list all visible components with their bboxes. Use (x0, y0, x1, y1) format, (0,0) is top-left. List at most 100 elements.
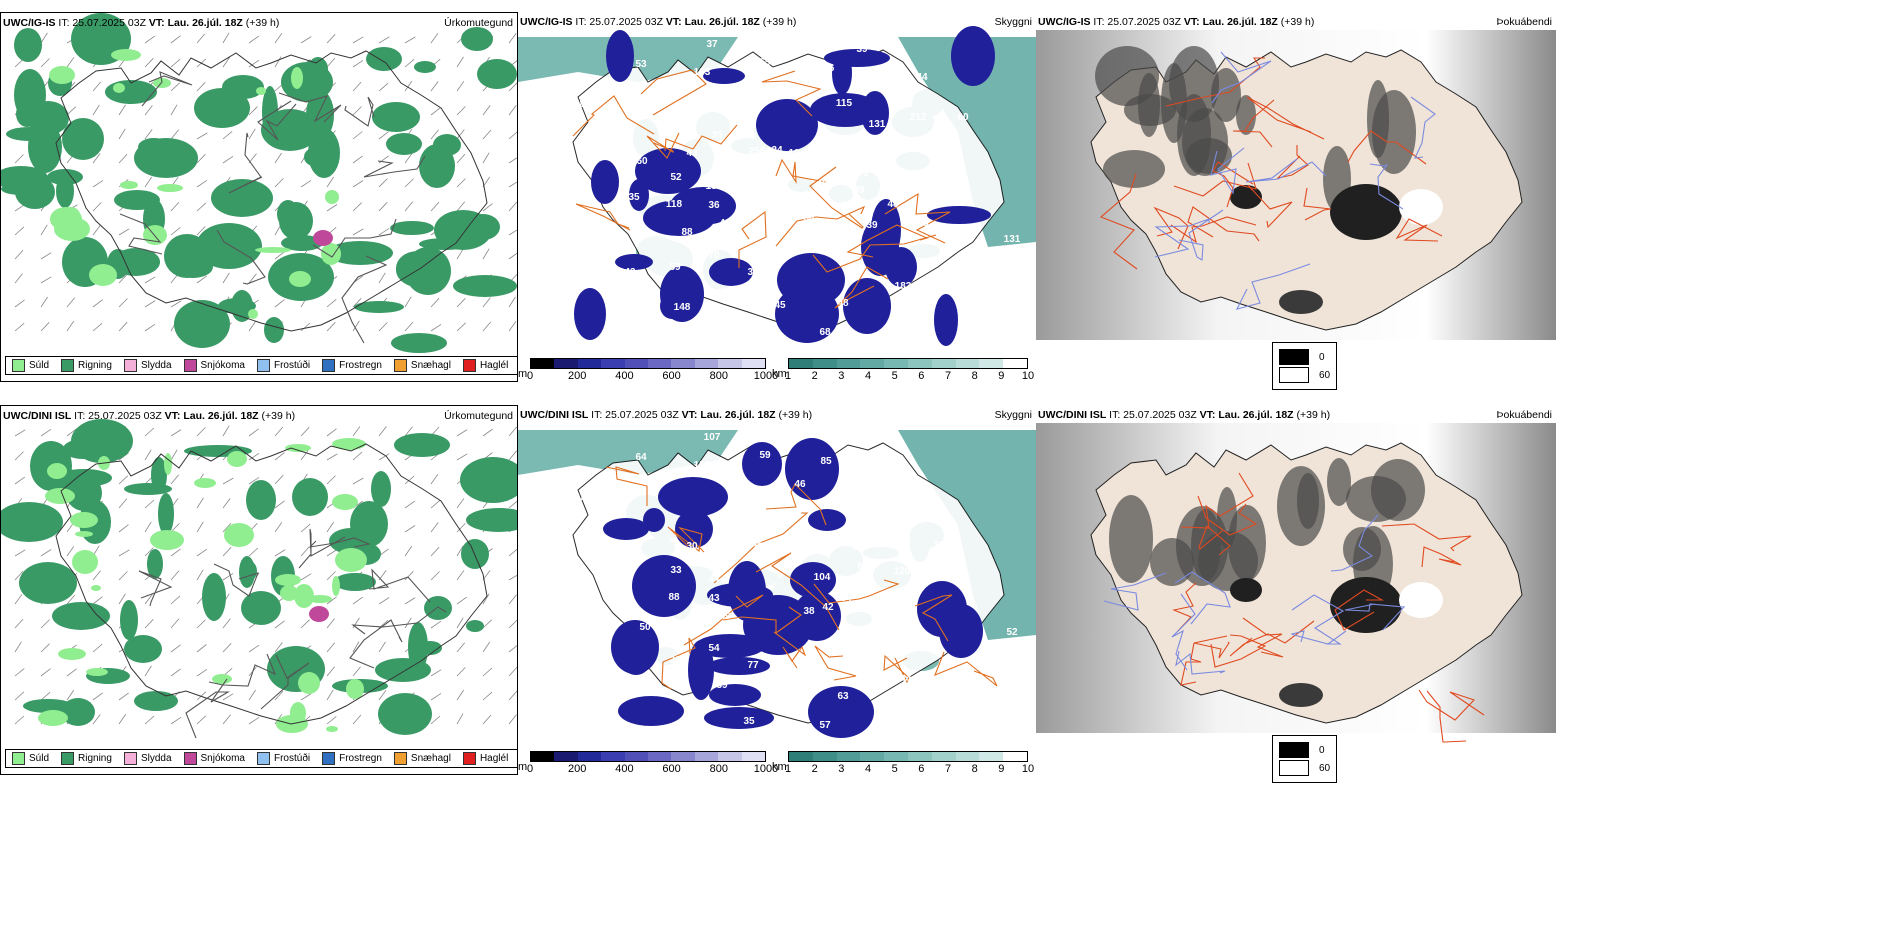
colorbar-visibility: 1 2 3 4 5 6 7 8 9 10 km (772, 358, 1034, 382)
wind-barb (40, 224, 48, 236)
wind-barb (300, 523, 311, 533)
cloud-base-label: 71 (840, 200, 852, 211)
road-line (813, 579, 900, 604)
wind-barb (456, 570, 465, 581)
cloud-base-label: 104 (814, 572, 831, 583)
fog-legend-row: 0 (1279, 742, 1330, 758)
wind-barb (508, 252, 517, 260)
colorbar-tick: 800 (709, 370, 728, 382)
drizzle-area (75, 531, 93, 537)
rain-area (366, 47, 402, 71)
wind-barb (378, 202, 388, 212)
wind-barb (144, 300, 156, 308)
drizzle-area (54, 217, 90, 241)
fog-index-area (1367, 80, 1389, 158)
cloud-base-label: 60 (896, 173, 908, 184)
legend-swatch (12, 752, 25, 765)
rain-area (246, 480, 276, 520)
wind-barb (274, 251, 285, 260)
road-line (349, 619, 403, 669)
colorbar-tick: 3 (838, 763, 845, 775)
wind-barb (456, 545, 464, 557)
road-line (278, 92, 342, 123)
wind-barb (144, 323, 156, 332)
rain-area (147, 549, 163, 579)
colorbar-tick: 800 (709, 763, 728, 775)
wind-barb (14, 429, 26, 437)
road-line (1174, 571, 1231, 625)
road-line (1246, 96, 1325, 140)
low-cloud-area (785, 438, 839, 500)
drizzle-area (86, 668, 108, 676)
wind-barb (508, 201, 517, 212)
wind-barb (352, 228, 364, 236)
wind-barb (300, 693, 312, 701)
init-time: IT: 25.07.2025 03Z (588, 409, 682, 421)
rain-area (56, 174, 74, 208)
wind-barb (118, 298, 128, 308)
wind-barb (274, 56, 282, 68)
wind-barb (144, 715, 155, 725)
road-line (1103, 572, 1167, 611)
wind-barb (508, 548, 517, 557)
wind-barb (404, 525, 416, 533)
legend-swatch (322, 359, 336, 372)
cloud-base-label: 35 (717, 558, 729, 569)
road-line (1303, 187, 1332, 221)
wind-barb (248, 689, 256, 701)
wind-barb (222, 272, 230, 284)
wind-barb (508, 714, 517, 725)
wind-barb (300, 619, 310, 629)
wind-barb (456, 153, 466, 164)
cloud-base-label: 108 (543, 151, 560, 162)
wind-barb (118, 692, 129, 701)
wind-barb (118, 498, 128, 509)
wind-barb (508, 690, 517, 701)
colorbar-cell (554, 752, 578, 761)
fog-legend-value: 0 (1319, 744, 1325, 756)
road-line (664, 124, 738, 152)
low-cloud-area (861, 91, 889, 135)
cloud-base-label: 55 (887, 592, 899, 603)
road-line (1173, 162, 1257, 197)
cloud-base-label: 45 (774, 300, 786, 311)
colorbar-cell (741, 752, 766, 761)
cloud-base-label: 65 (742, 120, 754, 131)
panel-type-label: Þokuábendi (1496, 16, 1552, 28)
wind-barb (404, 426, 413, 437)
road-line (814, 645, 857, 681)
wind-barb (404, 153, 413, 164)
wind-barb (196, 132, 208, 140)
cloud-base-label: 644 (895, 674, 912, 685)
panel-type-label: Skyggni (994, 409, 1032, 421)
road-line (208, 653, 277, 687)
wind-barb (14, 451, 24, 461)
rain-area (390, 221, 434, 235)
snow-area (313, 230, 333, 246)
wind-barb (456, 178, 466, 188)
drizzle-area (47, 463, 67, 479)
colorbar-cell (718, 359, 742, 368)
wind-barb (248, 128, 256, 140)
wind-barb (248, 273, 257, 284)
road-line (1235, 263, 1311, 310)
wind-barb (14, 570, 24, 581)
road-line (216, 229, 266, 285)
wind-barb (456, 523, 466, 533)
model-name: UWC/DINI ISL (520, 409, 589, 421)
wind-barb (170, 300, 182, 308)
panel-title: UWC/IG-IS IT: 25.07.2025 03Z VT: Lau. 26… (520, 16, 796, 28)
cloud-base-label: 70 (579, 492, 591, 503)
wind-barb (170, 35, 181, 44)
cloud-base-label: 31 (747, 267, 759, 278)
cloud-base-label: 10 (788, 148, 800, 159)
wind-barb (508, 82, 517, 92)
road-line (834, 266, 889, 309)
init-time: IT: 25.07.2025 03Z (55, 17, 149, 29)
cloud-base-label: 65 (895, 313, 907, 324)
cloud-base-label: 48 (887, 199, 899, 210)
road-line (667, 526, 705, 553)
legend-swatch (61, 359, 75, 372)
fog-index-area (1191, 509, 1221, 581)
wind-barb (326, 689, 334, 701)
